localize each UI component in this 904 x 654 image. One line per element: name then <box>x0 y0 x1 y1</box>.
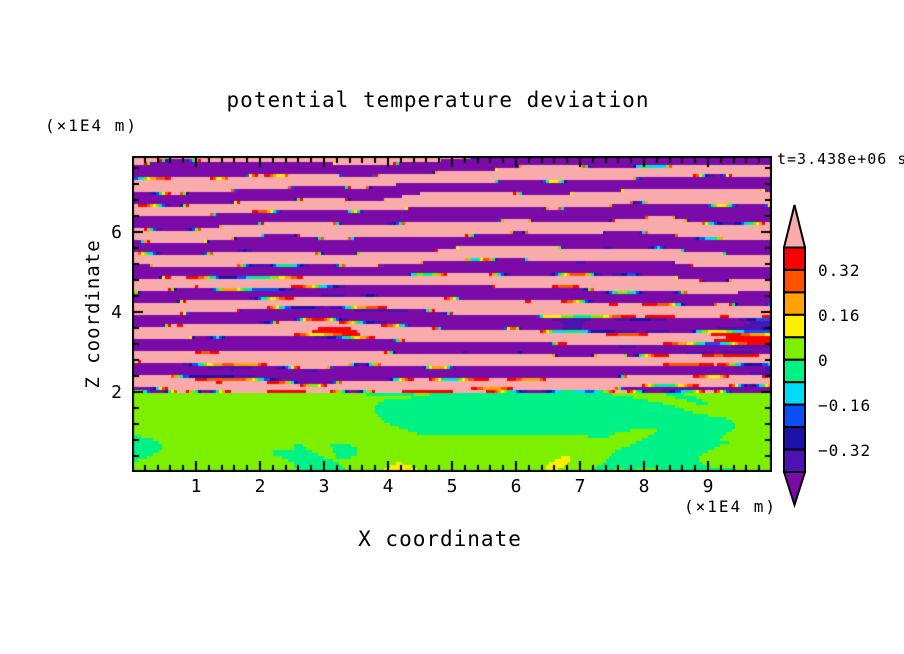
z-tick-label: 2 <box>111 382 122 403</box>
plot-title: potential temperature deviation <box>226 88 650 112</box>
colorbar-cell <box>783 358 806 384</box>
z-tick-label: 4 <box>111 302 122 323</box>
x-tick-label: 1 <box>190 476 202 497</box>
colorbar-cell <box>783 336 806 361</box>
colorbar-over-arrow <box>782 204 807 249</box>
x-tick-label: 6 <box>510 476 522 497</box>
x-tick-label: 5 <box>446 476 458 497</box>
heatmap-plot <box>132 156 772 472</box>
x-axis-title: X coordinate <box>358 527 522 551</box>
colorbar-tick-label: 0.16 <box>818 305 861 325</box>
x-tick-label: 7 <box>574 476 586 497</box>
z-tick-label: 6 <box>111 222 122 243</box>
colorbar-cell <box>783 448 806 474</box>
x-axis-unit-label: (×1E4 m) <box>684 497 778 516</box>
colorbar-cell <box>783 426 806 451</box>
colorbar-cell <box>783 381 806 406</box>
colorbar <box>782 204 807 509</box>
x-tick-label: 9 <box>702 476 714 497</box>
time-annotation: t=3.438e+06 s <box>777 150 904 168</box>
colorbar-cell <box>783 246 806 271</box>
colorbar-tick-label: −0.16 <box>818 395 872 415</box>
colorbar-tick-label: 0.32 <box>818 260 861 280</box>
z-axis-tick-labels: 2 4 6 <box>96 0 122 654</box>
z-axis-unit-label: (×1E4 m) <box>45 116 139 135</box>
colorbar-cell <box>783 403 806 429</box>
x-axis-tick-labels: 1 2 3 4 5 6 7 8 9 <box>132 476 772 497</box>
colorbar-cell <box>783 291 806 316</box>
colorbar-under-arrow <box>782 471 807 509</box>
colorbar-tick-label: 0 <box>818 350 829 370</box>
x-tick-label: 8 <box>638 476 650 497</box>
x-tick-label: 3 <box>318 476 330 497</box>
colorbar-tick-label: −0.32 <box>818 440 872 460</box>
colorbar-cell <box>783 268 806 294</box>
x-tick-label: 4 <box>382 476 394 497</box>
x-tick-label: 2 <box>254 476 266 497</box>
colorbar-cell <box>783 313 806 339</box>
